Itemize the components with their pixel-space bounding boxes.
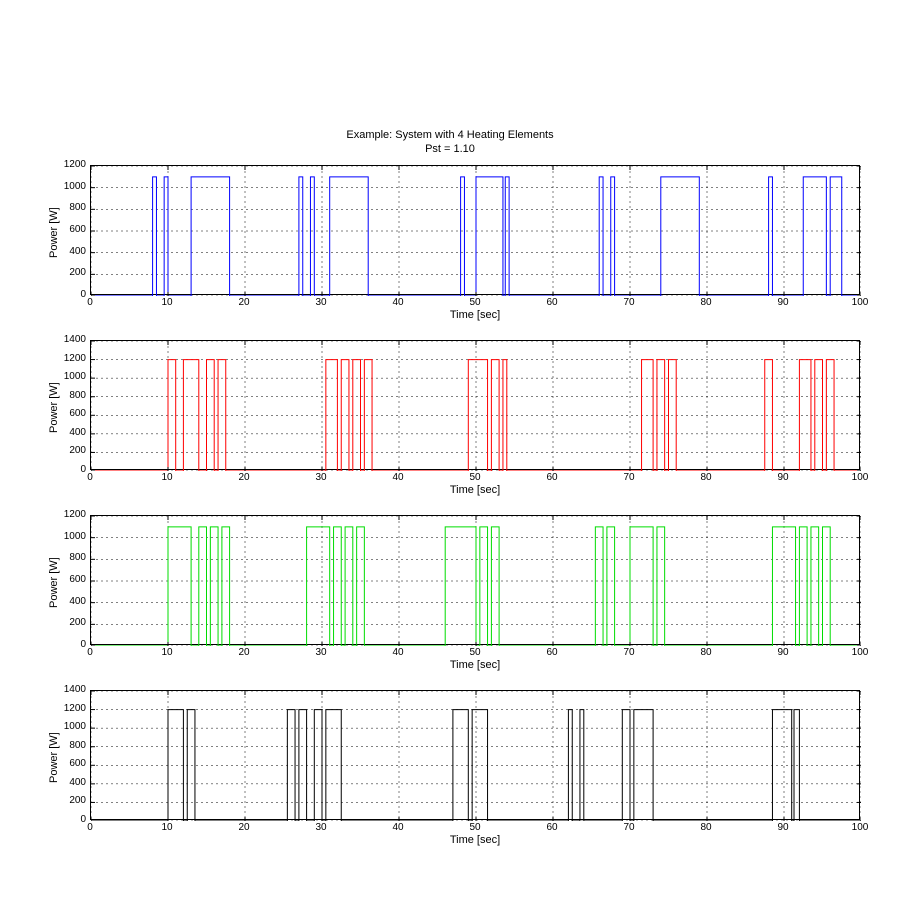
subplot-0 — [90, 165, 860, 295]
x-axis-label: Time [sec] — [90, 484, 860, 496]
x-axis-label: Time [sec] — [90, 834, 860, 846]
x-axis-label: Time [sec] — [90, 309, 860, 321]
figure: Example: System with 4 Heating Elements … — [0, 0, 900, 900]
xtick-label: 90 — [773, 822, 793, 833]
ytick-label: 200 — [69, 617, 86, 628]
xtick-label: 100 — [850, 822, 870, 833]
xtick-label: 10 — [157, 647, 177, 658]
y-axis-label: Power [W] — [48, 732, 60, 783]
xtick-label: 40 — [388, 472, 408, 483]
xtick-label: 60 — [542, 647, 562, 658]
y-axis-label: Power [W] — [48, 382, 60, 433]
xtick-label: 90 — [773, 472, 793, 483]
ytick-label: 600 — [69, 758, 86, 769]
xtick-label: 60 — [542, 472, 562, 483]
xtick-label: 20 — [234, 472, 254, 483]
ytick-label: 600 — [69, 408, 86, 419]
xtick-label: 10 — [157, 822, 177, 833]
subplot-3 — [90, 690, 860, 820]
ytick-label: 0 — [80, 464, 86, 475]
ytick-label: 1000 — [64, 721, 86, 732]
y-axis-label: Power [W] — [48, 557, 60, 608]
x-axis-label: Time [sec] — [90, 659, 860, 671]
ytick-label: 1200 — [64, 509, 86, 520]
ytick-label: 400 — [69, 427, 86, 438]
xtick-label: 70 — [619, 822, 639, 833]
xtick-label: 70 — [619, 297, 639, 308]
xtick-label: 30 — [311, 472, 331, 483]
ytick-label: 400 — [69, 596, 86, 607]
xtick-label: 100 — [850, 647, 870, 658]
xtick-label: 100 — [850, 472, 870, 483]
xtick-label: 40 — [388, 647, 408, 658]
xtick-label: 10 — [157, 297, 177, 308]
ytick-label: 600 — [69, 224, 86, 235]
xtick-label: 80 — [696, 647, 716, 658]
xtick-label: 80 — [696, 297, 716, 308]
xtick-label: 30 — [311, 647, 331, 658]
ytick-label: 0 — [80, 289, 86, 300]
xtick-label: 50 — [465, 647, 485, 658]
ytick-label: 1000 — [64, 371, 86, 382]
xtick-label: 70 — [619, 647, 639, 658]
xtick-label: 40 — [388, 297, 408, 308]
ytick-label: 800 — [69, 740, 86, 751]
xtick-label: 20 — [234, 822, 254, 833]
xtick-label: 100 — [850, 297, 870, 308]
ytick-label: 1000 — [64, 531, 86, 542]
ytick-label: 1200 — [64, 703, 86, 714]
ytick-label: 400 — [69, 246, 86, 257]
ytick-label: 800 — [69, 552, 86, 563]
subplot-2 — [90, 515, 860, 645]
xtick-label: 40 — [388, 822, 408, 833]
xtick-label: 60 — [542, 822, 562, 833]
figure-title: Example: System with 4 Heating Elements … — [0, 128, 900, 156]
xtick-label: 70 — [619, 472, 639, 483]
xtick-label: 20 — [234, 647, 254, 658]
title-line2: Pst = 1.10 — [425, 143, 475, 155]
xtick-label: 80 — [696, 822, 716, 833]
ytick-label: 400 — [69, 777, 86, 788]
ytick-label: 0 — [80, 639, 86, 650]
ytick-label: 200 — [69, 445, 86, 456]
ytick-label: 800 — [69, 390, 86, 401]
xtick-label: 80 — [696, 472, 716, 483]
ytick-label: 600 — [69, 574, 86, 585]
ytick-label: 0 — [80, 814, 86, 825]
xtick-label: 60 — [542, 297, 562, 308]
xtick-label: 20 — [234, 297, 254, 308]
xtick-label: 30 — [311, 297, 331, 308]
xtick-label: 30 — [311, 822, 331, 833]
xtick-label: 10 — [157, 472, 177, 483]
xtick-label: 50 — [465, 822, 485, 833]
subplot-1 — [90, 340, 860, 470]
xtick-label: 50 — [465, 472, 485, 483]
xtick-label: 90 — [773, 297, 793, 308]
y-axis-label: Power [W] — [48, 207, 60, 258]
ytick-label: 1400 — [64, 334, 86, 345]
ytick-label: 200 — [69, 267, 86, 278]
xtick-label: 90 — [773, 647, 793, 658]
title-line1: Example: System with 4 Heating Elements — [346, 129, 553, 141]
ytick-label: 1000 — [64, 181, 86, 192]
ytick-label: 200 — [69, 795, 86, 806]
xtick-label: 50 — [465, 297, 485, 308]
ytick-label: 800 — [69, 202, 86, 213]
ytick-label: 1400 — [64, 684, 86, 695]
ytick-label: 1200 — [64, 159, 86, 170]
ytick-label: 1200 — [64, 353, 86, 364]
